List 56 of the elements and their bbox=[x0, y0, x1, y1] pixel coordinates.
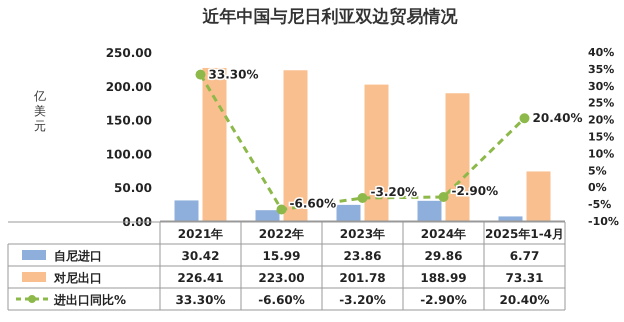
point bbox=[358, 193, 368, 204]
point bbox=[438, 192, 448, 202]
bar bbox=[418, 200, 442, 221]
y-tick-label: 50.00 bbox=[114, 181, 152, 196]
point bbox=[276, 204, 286, 215]
legend-label: 对尼出口 bbox=[53, 271, 102, 285]
data-label: 6.77 bbox=[510, 249, 540, 263]
bar bbox=[174, 200, 198, 221]
y2-tick-label: 40% bbox=[588, 46, 614, 59]
y-tick-label: 250.00 bbox=[106, 46, 152, 60]
x-tick-label: 2022年 bbox=[258, 227, 304, 241]
text: -3.20% bbox=[370, 185, 418, 200]
y2-tick-label: 5% bbox=[588, 164, 607, 178]
data-label: 29.86 bbox=[424, 249, 462, 263]
legend-label: 自尼进口 bbox=[54, 249, 102, 263]
data-label: -2.90% bbox=[420, 293, 467, 307]
y-tick-label: 150.00 bbox=[106, 114, 152, 128]
legend-label: 进出口同比% bbox=[53, 293, 126, 307]
data-label: 188.99 bbox=[420, 271, 467, 285]
x-tick-label: 2023年 bbox=[340, 227, 386, 241]
y-tick-label: 100.00 bbox=[106, 147, 152, 162]
y2-tick-label: -10% bbox=[588, 215, 619, 228]
x-tick-label: 2021年 bbox=[178, 227, 224, 241]
text: -2.90% bbox=[452, 184, 498, 198]
y2-tick-label: -5% bbox=[588, 198, 612, 212]
y2-tick-label: 35% bbox=[588, 62, 614, 76]
data-label: 23.86 bbox=[344, 249, 382, 263]
data-label: -6.60% bbox=[258, 293, 305, 307]
point bbox=[196, 70, 206, 80]
data-label: 33.30% bbox=[176, 293, 226, 307]
y2-tick-label: 20% bbox=[588, 114, 614, 127]
data-label: 73.31 bbox=[506, 271, 544, 285]
y-tick-label: 200.00 bbox=[106, 80, 152, 94]
data-label: 15.99 bbox=[262, 249, 300, 263]
data-label: 20.40% bbox=[500, 293, 550, 307]
y2-tick-label: 15% bbox=[588, 130, 614, 144]
y-axis-title: 亿美元 bbox=[33, 89, 46, 133]
y2-tick-label: 25% bbox=[588, 96, 614, 110]
y2-tick-label: 0% bbox=[588, 181, 607, 194]
text: 20.40% bbox=[532, 111, 582, 126]
data-label: 201.78 bbox=[339, 271, 386, 285]
point bbox=[520, 113, 530, 124]
x-tick-label: 2024年 bbox=[420, 227, 466, 241]
bar bbox=[256, 210, 280, 221]
x-tick-label: 2025年1-4月 bbox=[484, 227, 564, 241]
chart-title: 近年中国与尼日利亚双边贸易情况 bbox=[202, 7, 458, 27]
y2-tick-label: 10% bbox=[588, 147, 614, 160]
text: 33.30% bbox=[208, 68, 258, 82]
data-label: 226.41 bbox=[177, 271, 224, 285]
data-label: -3.20% bbox=[339, 293, 386, 307]
data-label: 223.00 bbox=[258, 271, 305, 285]
y2-tick-label: 30% bbox=[588, 80, 614, 93]
text: -6.60% bbox=[290, 196, 336, 211]
data-label: 30.42 bbox=[182, 249, 220, 263]
bar bbox=[336, 204, 360, 221]
bar bbox=[526, 171, 550, 221]
